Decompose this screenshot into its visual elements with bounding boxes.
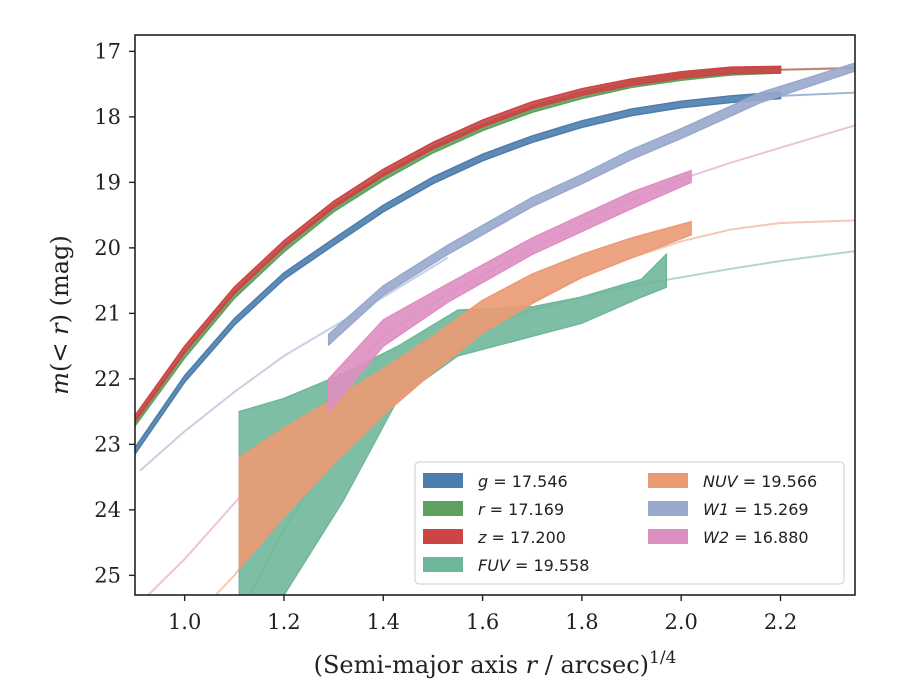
plot-area — [135, 62, 855, 595]
band-g — [135, 91, 782, 456]
y-axis-title-tail: ) (mag) — [46, 235, 74, 323]
legend-series-name: W1 — [703, 500, 729, 519]
x-tick-label: 1.6 — [466, 610, 499, 634]
x-axis-title-main: (Semi-major axis — [314, 651, 526, 679]
x-tick-label: 1.2 — [267, 610, 300, 634]
y-tick-label: 21 — [94, 301, 121, 325]
x-tick-label: 1.0 — [168, 610, 201, 634]
legend-label-fuv: FUV = 19.558 — [478, 556, 589, 575]
legend-swatch-w1 — [648, 501, 688, 516]
legend-swatch-z — [423, 529, 463, 544]
y-tick-label: 19 — [94, 170, 121, 194]
y-tick-label: 22 — [94, 367, 121, 391]
legend-series-value: = 19.566 — [738, 472, 818, 491]
y-tick-label: 20 — [94, 236, 121, 260]
legend-series-value: = 17.200 — [486, 528, 566, 547]
x-tick-label: 2.2 — [764, 610, 797, 634]
legend-series-value: = 16.880 — [729, 528, 809, 547]
y-axis-ticks: 17 18 19 20 21 22 23 24 25 — [94, 39, 135, 587]
legend-swatch-nuv — [648, 473, 688, 488]
legend-swatch-r — [423, 501, 463, 516]
legend-label-z: z = 17.200 — [477, 528, 566, 547]
legend-series-value: = 15.269 — [729, 500, 809, 519]
x-axis-title-var: r — [526, 651, 539, 679]
legend-series-value: = 17.546 — [488, 472, 568, 491]
x-tick-label: 1.4 — [367, 610, 400, 634]
y-tick-label: 25 — [94, 563, 121, 587]
legend-series-name: z — [477, 528, 487, 547]
x-tick-label: 1.8 — [565, 610, 598, 634]
legend-series-name: FUV — [478, 556, 511, 575]
legend-label-w2: W2 = 16.880 — [703, 528, 809, 547]
legend-label-w1: W1 = 15.269 — [703, 500, 809, 519]
profile-bands — [135, 62, 855, 595]
legend-label-r: r = 17.169 — [478, 500, 564, 519]
x-axis-title: (Semi-major axis r / arcsec)1/4 — [314, 648, 677, 679]
x-axis-title-exponent: 1/4 — [649, 648, 676, 668]
y-axis-title-main: m — [46, 372, 74, 395]
band-w2 — [327, 169, 692, 414]
legend-series-name: g — [478, 472, 488, 491]
legend-label-g: g = 17.546 — [478, 472, 568, 491]
y-tick-label: 23 — [94, 432, 121, 456]
legend-swatch-w2 — [648, 529, 688, 544]
legend-frame — [414, 461, 845, 585]
plot-frame — [134, 34, 856, 596]
legend-series-name: NUV — [703, 472, 739, 491]
y-tick-label: 17 — [94, 39, 121, 63]
legend-label-nuv: NUV = 19.566 — [703, 472, 817, 491]
legend-swatch-fuv — [423, 557, 463, 572]
band-z — [135, 65, 782, 424]
x-axis-title-unit: / arcsec) — [537, 651, 649, 679]
y-axis-title-var: r — [46, 322, 74, 335]
x-tick-label: 2.0 — [665, 610, 698, 634]
y-axis-title: m(< r) (mag) — [46, 235, 74, 395]
legend-swatch-g — [423, 473, 463, 488]
band-w1 — [327, 62, 855, 347]
legend-series-value: = 19.558 — [510, 556, 590, 575]
x-axis-ticks: 1.0 1.2 1.4 1.6 1.8 2.0 2.2 — [168, 595, 797, 634]
y-tick-label: 18 — [94, 105, 121, 129]
y-axis-title-paren: (< — [46, 335, 74, 372]
legend-series-name: r — [478, 500, 486, 519]
model-curve-g — [780, 91, 855, 97]
model-curve-w1 — [139, 256, 449, 472]
legend-series-name: W2 — [703, 528, 729, 547]
legend-series-value: = 17.169 — [485, 500, 565, 519]
y-tick-label: 24 — [94, 498, 121, 522]
band-nuv — [238, 220, 692, 571]
